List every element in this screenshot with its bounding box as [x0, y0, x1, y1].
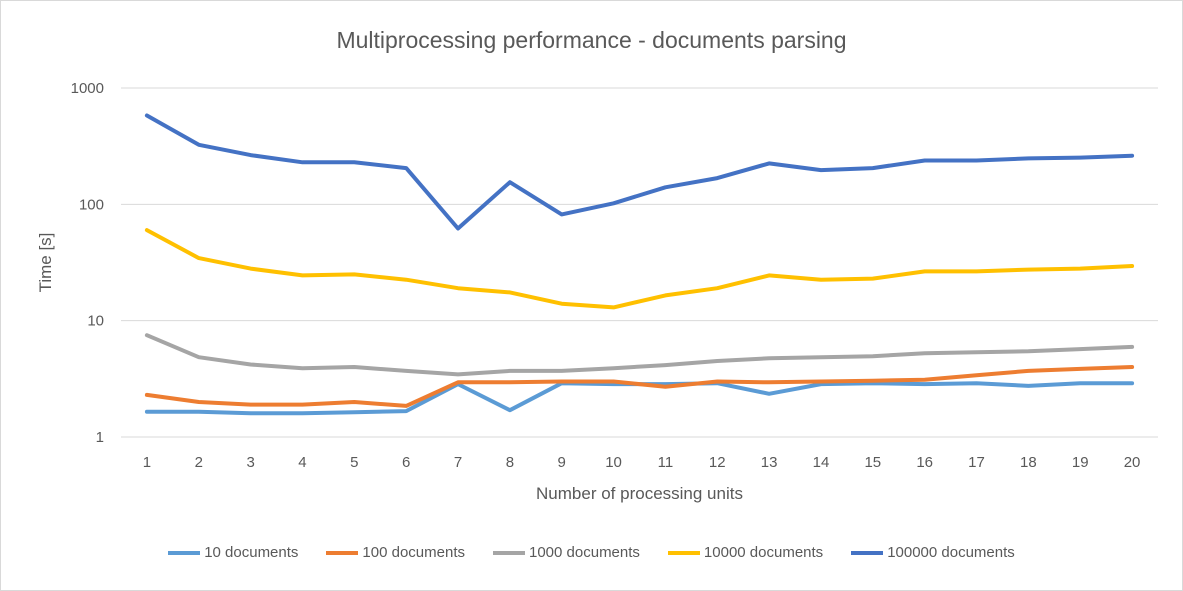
legend-label: 10000 documents: [703, 544, 824, 561]
x-tick-label: 20: [1124, 454, 1141, 471]
legend-item: 100000 documents: [851, 544, 1015, 561]
y-tick-label: 1: [96, 429, 104, 446]
x-tick-label: 9: [558, 454, 566, 471]
legend-swatch: [326, 550, 359, 555]
legend-label: 100000 documents: [887, 544, 1015, 561]
legend-item: 100 documents: [326, 544, 465, 561]
x-tick-label: 1: [143, 454, 151, 471]
x-tick-label: 17: [968, 454, 985, 471]
legend-item: 10 documents: [168, 544, 298, 561]
series-line: [144, 113, 1135, 231]
x-tick-label: 15: [864, 454, 881, 471]
legend-item: 10000 documents: [667, 544, 824, 561]
legend-swatch: [168, 550, 201, 555]
legend-label: 100 documents: [362, 544, 465, 561]
x-tick-label: 7: [454, 454, 462, 471]
legend-swatch: [851, 550, 884, 555]
x-tick-label: 12: [709, 454, 726, 471]
legend-swatch: [667, 550, 700, 555]
x-tick-label: 18: [1020, 454, 1037, 471]
series-line: [144, 381, 1135, 416]
x-tick-label: 5: [350, 454, 358, 471]
series-line: [144, 365, 1135, 408]
y-axis-title: Time [s]: [36, 233, 55, 293]
x-tick-label: 11: [658, 454, 674, 471]
x-axis-title: Number of processing units: [536, 484, 743, 503]
y-tick-label: 10: [87, 313, 104, 330]
y-tick-label: 1000: [71, 80, 104, 97]
x-tick-label: 6: [402, 454, 410, 471]
legend-label: 1000 documents: [529, 544, 640, 561]
y-tick-label: 100: [79, 196, 104, 213]
x-tick-label: 10: [605, 454, 622, 471]
x-tick-label: 13: [761, 454, 778, 471]
chart-legend: 10 documents 100 documents 1000 documents 1…: [1, 544, 1182, 561]
legend-item: 1000 documents: [493, 544, 640, 561]
legend-label: 10 documents: [204, 544, 299, 561]
x-tick-label: 16: [916, 454, 933, 471]
legend-swatch: [493, 550, 525, 555]
x-tick-label: 19: [1072, 454, 1089, 471]
x-tick-label: 14: [813, 454, 830, 471]
x-tick-label: 2: [195, 454, 203, 471]
series-line: [144, 228, 1135, 310]
chart-title: Multiprocessing performance - documents …: [336, 27, 847, 53]
series-line: [144, 333, 1135, 377]
x-tick-label: 3: [246, 454, 254, 471]
x-tick-label: 4: [298, 454, 306, 471]
x-tick-label: 8: [506, 454, 514, 471]
